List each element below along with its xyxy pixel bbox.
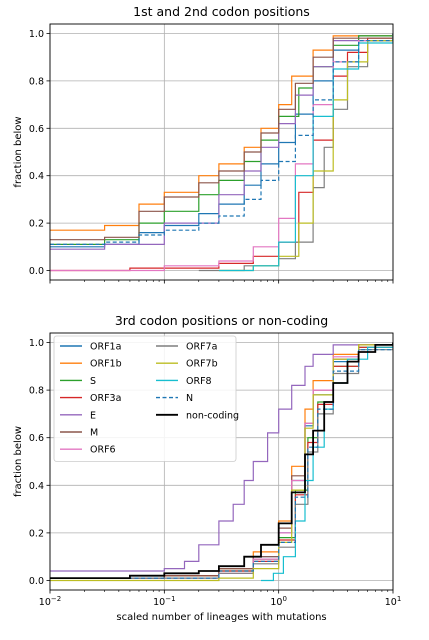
series-line-s [50,33,393,245]
series-line-orf7a [50,342,393,579]
legend-label-s: S [90,376,96,387]
series-group [50,33,393,272]
x-tick-label: 10−2 [39,595,61,608]
y-tick-label: 1.0 [29,338,44,349]
legend: ORF1a ORF1b S ORF3a EM ORF6 ORF7a ORF7b ORF8 Nnon… [53,335,239,462]
series-line-orf8 [261,342,393,582]
legend-label-orf7a: ORF7a [186,342,217,353]
legend-label-non-coding: non-coding [186,410,239,421]
chart-title: 3rd codon positions or non-coding [115,313,328,328]
x-axis-label: scaled number of lineages with mutations [116,612,326,623]
x-tick-label: 100 [270,595,287,608]
y-axis: 0.0 0.2 0.4 0.6 0.8 1.0 [29,338,50,587]
x-axis: 10−2 10−1 100 101 [39,590,401,608]
y-tick-label: 0.4 [29,481,44,492]
y-tick-label: 0.2 [29,219,44,230]
legend-label-m: M [90,428,98,439]
x-tick-base: 10 [270,597,282,608]
legend-label-orf8: ORF8 [186,376,212,387]
y-axis: 0.0 0.2 0.4 0.6 0.8 1.0 [29,29,50,277]
x-tick-label: 10−1 [153,595,175,608]
series-group [50,342,393,582]
series-line-n [50,342,393,579]
series-line-orf3a [50,33,393,272]
x-tick-exponent: −1 [165,595,175,603]
series-line-orf1a [50,33,393,248]
legend-label-orf7b: ORF7b [186,359,218,370]
chart-title: 1st and 2nd codon positions [133,4,310,19]
axes-frame [49,332,394,591]
y-tick-label: 0.6 [29,433,44,444]
y-tick-label: 0.8 [29,76,44,87]
y-tick-label: 1.0 [29,29,44,40]
series-line-e [50,33,393,250]
x-tick-exponent: −2 [51,595,61,603]
legend-label-orf6: ORF6 [90,445,116,456]
y-tick-label: 0.6 [29,124,44,135]
x-tick-exponent: 0 [282,595,286,603]
y-tick-label: 0.0 [29,576,44,587]
x-tick-base: 10 [39,597,51,608]
series-line-orf1b [50,33,393,231]
legend-label-orf3a: ORF3a [90,393,121,404]
y-axis-label: fraction below [13,116,24,187]
series-line-n [50,33,393,245]
legend-label-orf1b: ORF1b [90,359,122,370]
x-axis [49,280,394,284]
y-axis-label: fraction below [13,426,24,497]
axes-frame [49,23,394,281]
y-tick-label: 0.0 [29,266,44,277]
series-line-e [50,342,393,572]
legend-label-n: N [186,393,193,404]
panel-1: 0.0 0.2 0.4 0.6 0.8 1.0 1st and 2nd codon posi… [13,4,394,284]
x-tick-exponent: 1 [397,595,401,603]
legend-label-e: E [90,410,96,421]
series-line-m [50,33,393,241]
series-line-non-coding [50,342,393,579]
x-tick-base: 10 [385,597,397,608]
legend-box [53,335,237,462]
x-tick-base: 10 [153,597,165,608]
y-tick-label: 0.8 [29,386,44,397]
x-tick-label: 101 [385,595,402,608]
y-tick-label: 0.4 [29,171,44,182]
legend-label-orf1a: ORF1a [90,342,121,353]
y-tick-label: 0.2 [29,528,44,539]
